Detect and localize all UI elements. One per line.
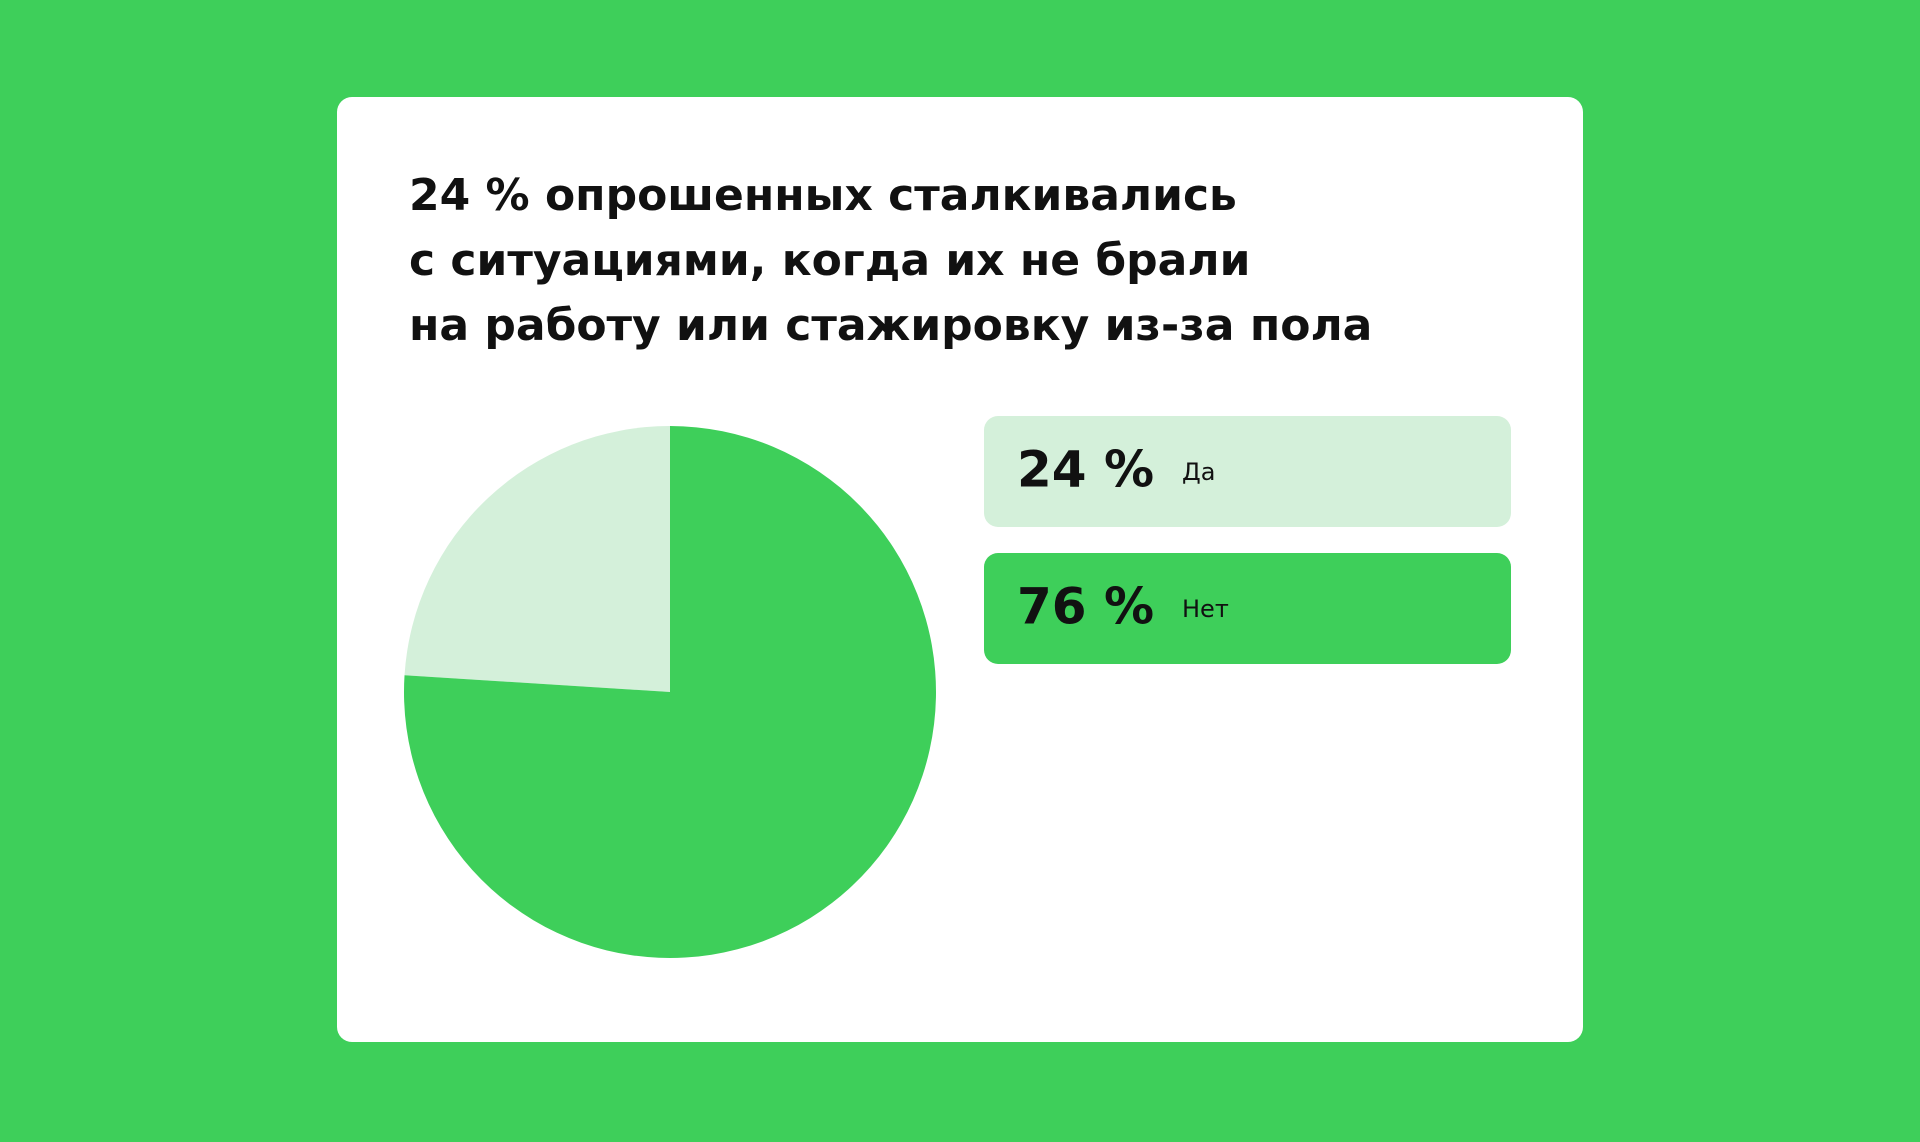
pie-slice bbox=[404, 426, 936, 959]
legend-box bbox=[984, 416, 1511, 527]
legend-label: Нет bbox=[1182, 595, 1229, 623]
value-label: 76 % bbox=[1017, 578, 1154, 636]
pie-slice bbox=[404, 426, 670, 692]
legend-label: Да bbox=[1182, 458, 1215, 486]
chart-title: на работу или стажировку из-за пола bbox=[409, 300, 1372, 351]
legend-box bbox=[984, 553, 1511, 664]
value-label: 24 % bbox=[1017, 441, 1154, 499]
chart-title: 24 % опрошенных сталкивались bbox=[409, 170, 1237, 221]
chart-title: с ситуациями, когда их не брали bbox=[409, 235, 1250, 286]
